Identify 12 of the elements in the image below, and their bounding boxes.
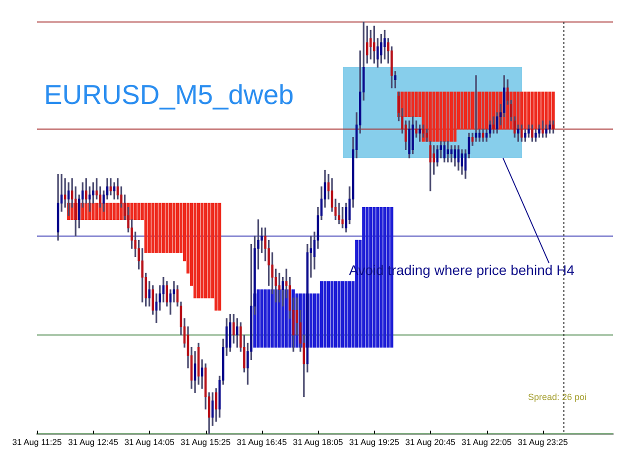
x-tick-label: 31 Aug 19:25 [349,437,400,448]
x-tick-label: 31 Aug 18:05 [292,437,344,448]
annotation: EURUSD_M5_dweb [44,79,294,110]
x-tick-label: 31 Aug 14:05 [124,437,175,448]
x-tick-label: 31 Aug 20:45 [405,437,456,448]
x-tick-label: 31 Aug 23:25 [518,437,568,448]
x-tick-label: 31 Aug 16:45 [236,437,288,448]
x-tick-label: 31 Aug 15:25 [180,437,231,448]
x-tick-label: 31 Aug 22:05 [462,437,512,448]
annotation: Spread: 26 poi [528,392,587,402]
x-tick-label: 31 Aug 12:45 [68,437,118,448]
x-tick-label: 31 Aug 11:25 [12,437,62,448]
